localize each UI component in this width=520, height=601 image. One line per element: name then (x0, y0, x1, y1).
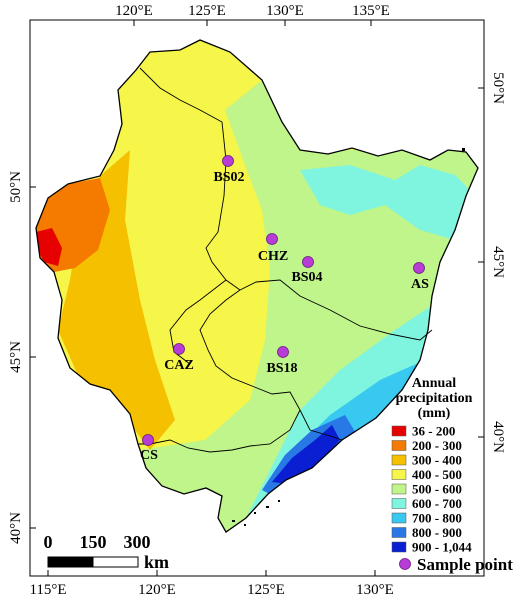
scale-tick-0: 0 (44, 532, 53, 552)
legend-class-label: 300 - 400 (412, 453, 462, 468)
legend-class-label: 700 - 800 (412, 511, 462, 526)
sample-point-bs18[interactable] (277, 346, 289, 358)
legend-class-label: 600 - 700 (412, 496, 462, 511)
zone-600-700-north (300, 165, 470, 240)
legend-swatch (391, 541, 407, 553)
scale-bar: 0 150 300 km (44, 532, 170, 572)
bottom-tick-115e: 115°E (29, 582, 66, 598)
scale-tick-150: 150 (80, 532, 107, 552)
legend-swatch (391, 440, 407, 451)
site-label-bs04: BS04 (291, 270, 322, 285)
sample-point-bs02[interactable] (222, 155, 234, 167)
scale-unit: km (144, 552, 169, 572)
legend-class-label: 900 - 1,044 (412, 540, 472, 555)
legend-class-label: 200 - 300 (412, 438, 462, 453)
legend-swatch (391, 469, 407, 480)
site-label-as: AS (411, 277, 429, 292)
legend-class-label: 500 - 600 (412, 482, 462, 497)
sample-point-as[interactable] (413, 262, 425, 274)
site-label-chz: CHZ (258, 249, 288, 264)
left-tick-40n: 40°N (8, 512, 24, 544)
right-tick-45n: 45°N (490, 246, 506, 278)
site-label-bs02: BS02 (213, 170, 244, 185)
sample-point-cs[interactable] (142, 434, 154, 446)
top-tick-125e: 125°E (188, 3, 226, 19)
legend-class-label: 400 - 500 (412, 467, 462, 482)
zone-36-200 (36, 228, 62, 266)
site-label-caz: CAZ (164, 358, 194, 373)
right-tick-40n: 40°N (490, 421, 506, 453)
legend-swatch (391, 527, 407, 538)
sample-points: BS02 CHZ BS04 AS CAZ BS18 CS (140, 155, 429, 463)
scale-tick-300: 300 (124, 532, 151, 552)
legend-class-label: 800 - 900 (412, 525, 462, 540)
legend-swatch (391, 498, 407, 509)
left-tick-45n: 45°N (8, 341, 24, 373)
right-tick-50n: 50°N (490, 72, 506, 104)
legend-swatch (391, 512, 407, 524)
sample-point-bs04[interactable] (302, 256, 314, 268)
legend-title-line3: (mm) (418, 406, 451, 421)
graticule-ticks (30, 20, 484, 576)
scale-segment-light (92, 556, 139, 568)
bottom-tick-130e: 130°E (356, 582, 394, 598)
left-tick-50n: 50°N (8, 171, 24, 203)
legend-sample-point-icon (399, 558, 411, 570)
sample-point-chz[interactable] (266, 233, 278, 245)
legend-title-line1: Annual (412, 376, 456, 391)
top-tick-130e: 130°E (266, 3, 304, 19)
bottom-tick-120e: 120°E (138, 582, 176, 598)
legend-class-label: 36 - 200 (412, 424, 455, 439)
site-label-bs18: BS18 (266, 361, 297, 376)
top-tick-120e: 120°E (115, 3, 153, 19)
sample-point-caz[interactable] (173, 343, 185, 355)
legend-swatch (391, 483, 407, 495)
scale-segment-dark (47, 556, 94, 568)
region-outline (35, 39, 479, 533)
legend-swatch (391, 425, 407, 437)
top-tick-135e: 135°E (352, 3, 390, 19)
site-label-cs: CS (140, 448, 158, 463)
legend-sample-point-label: Sample point (417, 555, 513, 574)
zone-900-1044 (272, 425, 340, 485)
legend-title-line2: precipitation (396, 391, 473, 406)
bottom-tick-125e: 125°E (247, 582, 285, 598)
legend-swatch (391, 454, 407, 466)
coastal-islands (232, 148, 465, 526)
